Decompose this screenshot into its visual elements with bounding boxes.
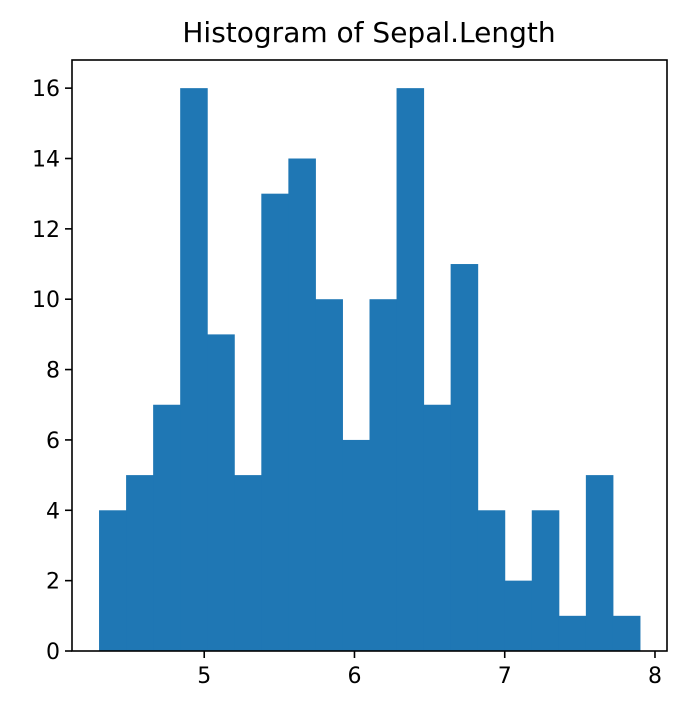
y-tick-label: 4	[46, 499, 60, 524]
x-tick-label: 8	[648, 664, 662, 689]
histogram-bar-6	[261, 193, 289, 651]
y-tick-label: 14	[32, 148, 60, 173]
histogram-bar-0	[99, 510, 127, 651]
y-tick-label: 16	[32, 77, 60, 102]
histogram-bar-9	[342, 439, 370, 651]
histogram-bar-11	[396, 88, 425, 651]
y-tick-label: 12	[32, 218, 60, 243]
histogram-bar-16	[531, 510, 560, 651]
histogram-bar-18	[585, 475, 614, 651]
chart-title: Histogram of Sepal.Length	[182, 16, 555, 49]
x-tick-label: 5	[197, 664, 211, 689]
histogram-bar-15	[504, 580, 533, 651]
y-tick-label: 6	[46, 429, 60, 454]
axes-frame	[71, 59, 668, 652]
x-tick-label: 6	[347, 664, 361, 689]
histogram-bar-17	[558, 615, 587, 651]
histogram-bar-8	[315, 299, 343, 651]
histogram-bar-12	[423, 404, 452, 651]
y-tick-label: 0	[46, 640, 60, 665]
y-tick-label: 10	[32, 288, 60, 313]
histogram-bar-10	[369, 299, 398, 651]
histogram-bar-1	[126, 475, 154, 651]
x-tick-label: 7	[498, 664, 512, 689]
histogram-bar-13	[450, 264, 479, 651]
y-tick-label: 2	[46, 570, 60, 595]
bars-group	[99, 88, 641, 651]
histogram-bar-7	[288, 158, 316, 651]
y-tick-label: 8	[46, 359, 60, 384]
histogram-bar-2	[153, 404, 181, 651]
histogram-bar-4	[207, 334, 235, 651]
histogram-bar-19	[612, 615, 641, 651]
y-axis: 0 2 4 6 8 10 12 14 16	[32, 77, 72, 665]
histogram-bar-14	[477, 510, 506, 651]
x-axis: 5 6 7 8	[197, 651, 662, 689]
histogram-bar-5	[234, 475, 262, 651]
histogram-bar-3	[180, 88, 208, 651]
